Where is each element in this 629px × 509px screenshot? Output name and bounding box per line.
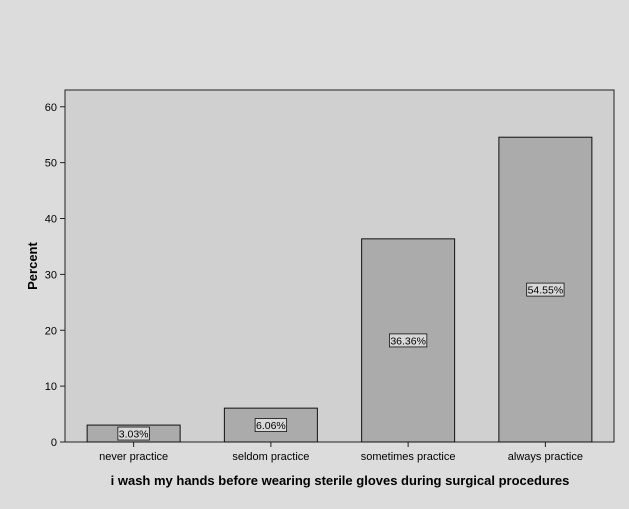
y-tick-label: 0 <box>51 437 57 449</box>
data-label: 36.36% <box>390 335 426 347</box>
bars: 3.03% 6.06% 36.36% 54.55% <box>86 136 593 443</box>
x-axis: never practice seldom practice sometimes p… <box>99 442 583 463</box>
x-tick-label: seldom practice <box>232 451 309 463</box>
x-tick-label: always practice <box>508 451 583 463</box>
y-axis-title: Percent <box>25 241 40 289</box>
data-label-box <box>117 426 150 441</box>
y-tick-label: 30 <box>45 269 57 281</box>
y-tick-label: 40 <box>45 214 57 226</box>
data-label-box <box>526 282 565 297</box>
data-label: 6.06% <box>256 420 286 432</box>
x-axis-title: i wash my hands before wearing sterile g… <box>111 473 570 488</box>
data-label: 3.03% <box>119 429 149 441</box>
data-label-box <box>254 418 288 432</box>
y-axis: 0 10 20 30 40 50 60 <box>45 102 65 449</box>
data-label-box <box>389 333 428 348</box>
data-label: 54.55% <box>528 285 564 297</box>
x-tick-label: sometimes practice <box>361 451 456 463</box>
y-tick-label: 50 <box>45 158 57 170</box>
y-tick-label: 20 <box>45 325 57 337</box>
x-tick-label: never practice <box>99 451 168 463</box>
y-tick-label: 60 <box>45 102 57 114</box>
y-tick-label: 10 <box>45 381 57 393</box>
